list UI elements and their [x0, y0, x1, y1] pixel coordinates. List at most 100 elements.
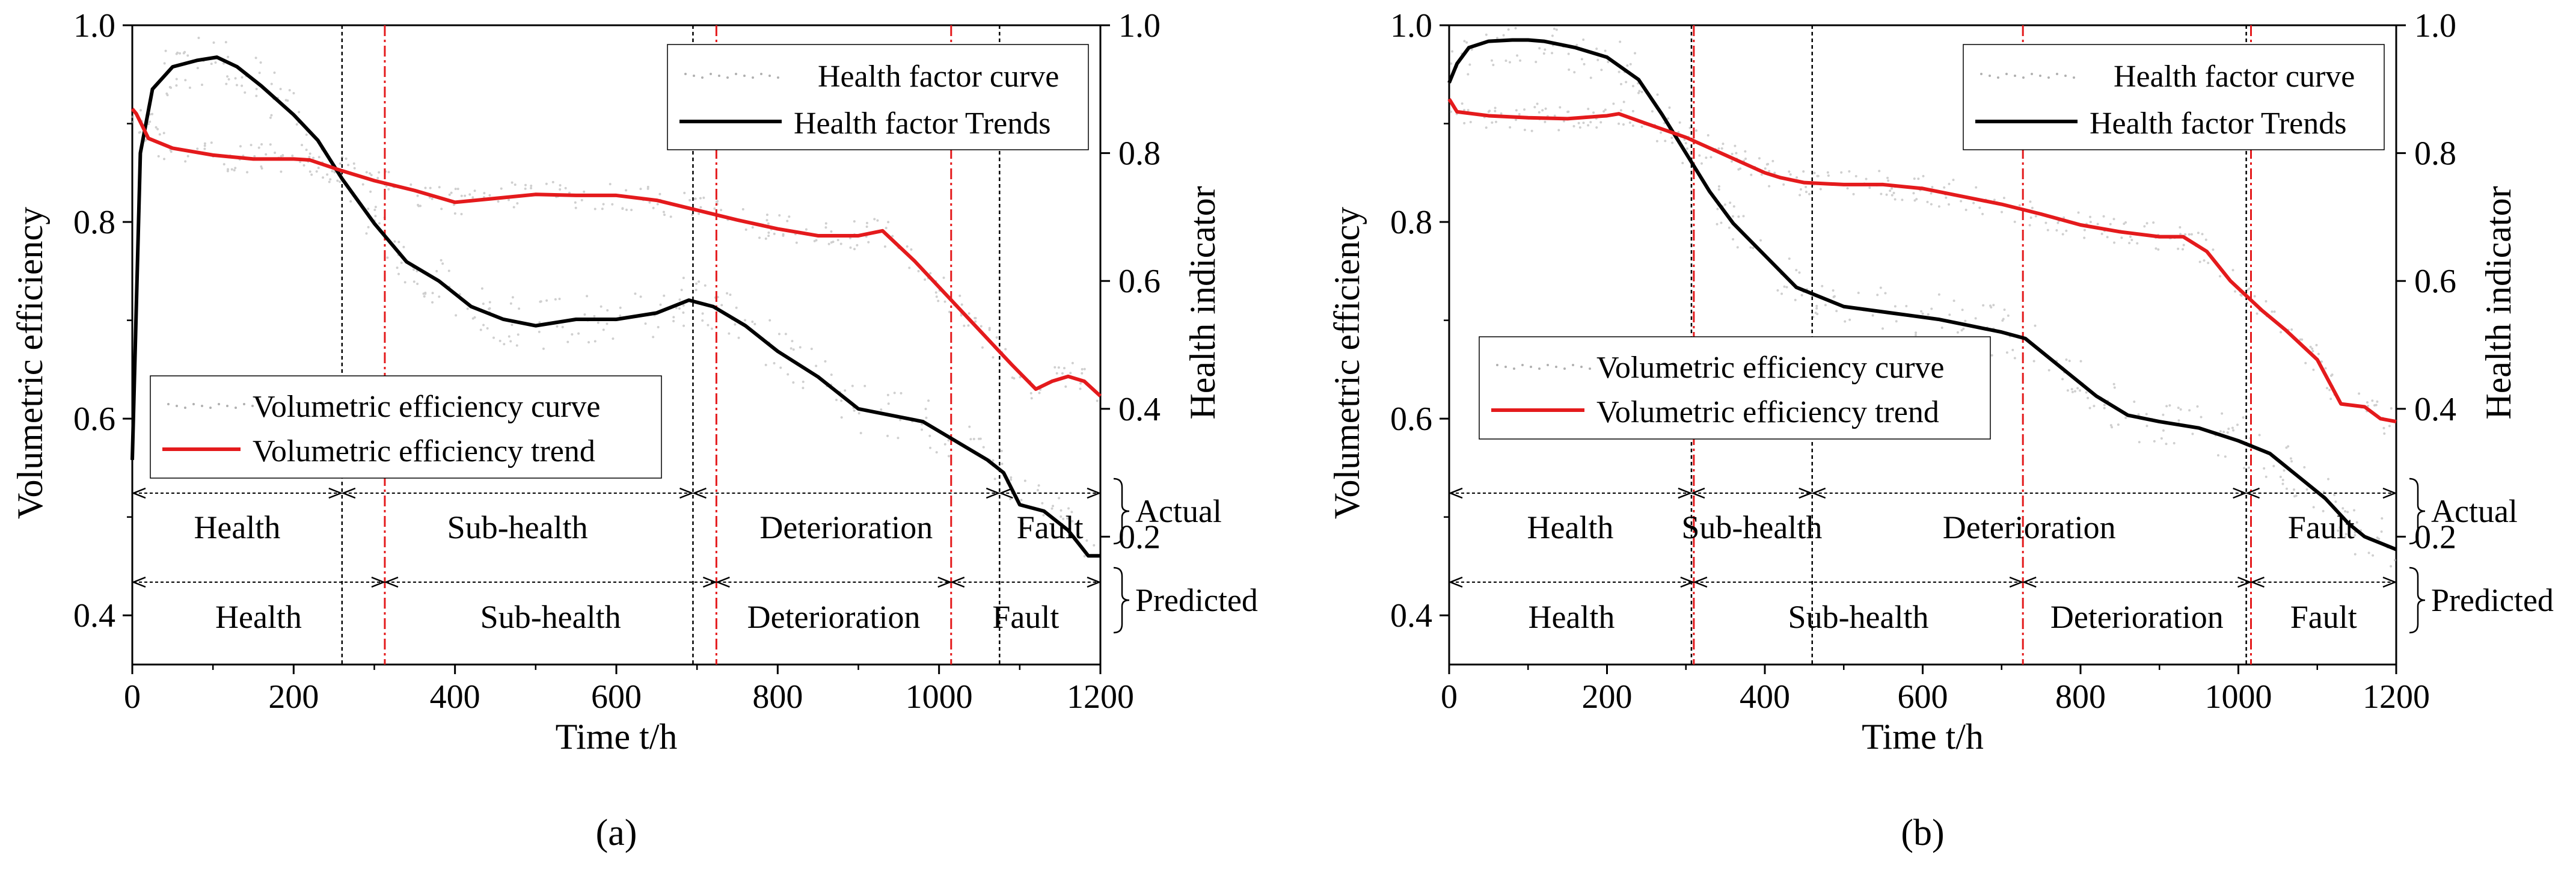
noise-dot — [438, 186, 441, 189]
noise-dot — [1698, 154, 1701, 157]
legend-noise-marker — [2056, 73, 2058, 75]
noise-dot — [2028, 224, 2031, 227]
noise-dot — [2013, 220, 2016, 223]
noise-dot — [2089, 221, 2092, 224]
noise-dot — [2179, 233, 2182, 236]
noise-dot — [1062, 517, 1065, 520]
noise-dot — [308, 152, 311, 155]
noise-dot — [646, 185, 649, 188]
noise-dot — [657, 326, 660, 329]
noise-dot — [1655, 140, 1658, 143]
noise-dot — [492, 336, 495, 339]
noise-dot — [1596, 58, 1599, 61]
noise-dot — [1700, 162, 1703, 165]
noise-dot — [682, 277, 685, 280]
noise-dot — [2153, 440, 2156, 443]
noise-dot — [1716, 207, 1719, 210]
noise-dot — [856, 244, 859, 247]
noise-dot — [225, 82, 228, 85]
noise-dot — [1744, 158, 1747, 161]
noise-dot — [378, 171, 381, 174]
stage-arrow-right — [1799, 487, 1814, 499]
legend-noise-marker — [201, 405, 203, 407]
noise-dot — [2145, 413, 2148, 416]
noise-dot — [583, 313, 586, 316]
noise-dot — [400, 262, 403, 265]
noise-dot — [280, 155, 283, 158]
noise-dot — [1467, 109, 1470, 112]
noise-dot — [764, 363, 767, 366]
noise-dot — [672, 316, 675, 319]
noise-dot — [2188, 233, 2191, 236]
noise-dot — [2287, 445, 2290, 448]
noise-dot — [1707, 134, 1710, 137]
noise-dot — [824, 226, 827, 229]
noise-dot — [298, 111, 301, 114]
legend-noise-marker — [1496, 364, 1498, 366]
noise-dot — [2258, 434, 2261, 437]
legend-noise-marker — [226, 405, 228, 407]
noise-dot — [1799, 194, 1802, 197]
stage-arrow-left — [2245, 487, 2260, 499]
y-right-axis-label: Health indicator — [1183, 186, 1222, 419]
stage-label: Health — [1527, 509, 1613, 545]
noise-dot — [1604, 108, 1607, 111]
stage-arrow-left — [2250, 576, 2265, 588]
noise-dot — [503, 343, 506, 346]
noise-dot — [2311, 347, 2314, 350]
noise-dot — [1854, 175, 1857, 178]
noise-dot — [625, 208, 628, 211]
noise-dot — [656, 203, 659, 206]
noise-dot — [1776, 289, 1779, 292]
noise-dot — [466, 307, 469, 310]
x-tick-label: 800 — [2055, 678, 2106, 716]
noise-dot — [2290, 328, 2293, 331]
noise-dot — [1064, 385, 1067, 388]
noise-dot — [1449, 110, 1452, 113]
legend-noise-marker — [192, 403, 195, 405]
noise-dot — [1020, 499, 1023, 502]
noise-dot — [1685, 147, 1688, 150]
noise-dot — [1494, 106, 1497, 109]
noise-dot — [2221, 412, 2224, 415]
noise-dot — [830, 373, 833, 376]
noise-dot — [1895, 320, 1898, 323]
noise-dot — [1583, 63, 1586, 66]
noise-dot — [968, 312, 971, 315]
noise-dot — [2154, 247, 2157, 250]
noise-dot — [322, 176, 325, 179]
noise-dot — [530, 186, 533, 189]
noise-dot — [175, 78, 178, 81]
noise-dot — [767, 235, 770, 238]
noise-dot — [1764, 167, 1767, 170]
noise-dot — [1821, 284, 1824, 287]
noise-dot — [518, 307, 521, 310]
noise-dot — [460, 213, 463, 216]
noise-dot — [1587, 108, 1590, 111]
stage-label: Deterioration — [747, 599, 921, 635]
noise-dot — [1695, 129, 1698, 132]
noise-dot — [1880, 192, 1883, 195]
noise-dot — [701, 319, 704, 322]
noise-dot — [1544, 107, 1547, 110]
stage-label: Sub-health — [1788, 599, 1929, 635]
noise-dot — [2165, 405, 2168, 408]
noise-dot — [480, 287, 483, 290]
noise-dot — [644, 322, 647, 325]
noise-dot — [1600, 69, 1603, 72]
stage-arrow-left — [1811, 487, 1826, 499]
noise-dot — [1827, 174, 1830, 177]
noise-dot — [765, 219, 768, 222]
noise-dot — [1568, 68, 1571, 71]
noise-dot — [486, 327, 489, 330]
noise-dot — [431, 197, 434, 200]
noise-dot — [387, 188, 390, 191]
stage-arrow-right — [1087, 487, 1102, 499]
noise-dot — [1607, 61, 1610, 64]
noise-dot — [810, 348, 813, 351]
noise-dot — [2117, 423, 2120, 426]
noise-dot — [2227, 428, 2230, 431]
legend-health-factor: Health factor curve Health factor Trends — [667, 44, 1089, 150]
noise-dot — [2332, 529, 2335, 532]
noise-dot — [1077, 532, 1080, 535]
